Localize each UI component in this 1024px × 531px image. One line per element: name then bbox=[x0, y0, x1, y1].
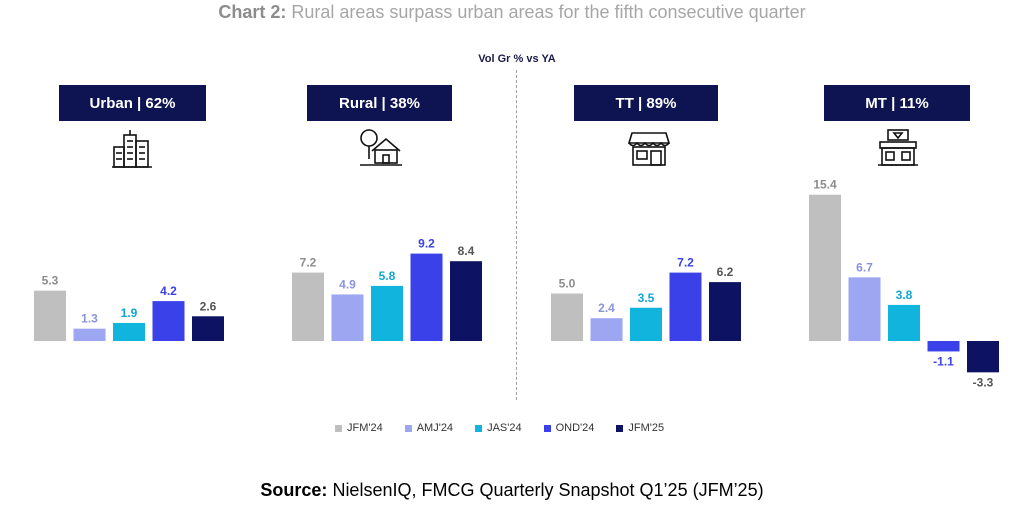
bar-3-3 bbox=[927, 341, 960, 352]
legend-item-ond24: OND'24 bbox=[543, 422, 594, 434]
bar-0-1 bbox=[73, 328, 106, 341]
data-label-0-2: 1.9 bbox=[121, 306, 138, 320]
panel-label-rural: Rural | 38% bbox=[307, 85, 452, 121]
legend-swatch bbox=[475, 424, 483, 432]
bar-3-0 bbox=[809, 194, 841, 341]
panel-label-urban: Urban | 62% bbox=[59, 85, 206, 121]
data-label-2-0: 5.0 bbox=[559, 277, 576, 291]
data-label-3-0: 15.4 bbox=[813, 178, 837, 192]
data-label-2-3: 7.2 bbox=[677, 256, 694, 270]
bar-2-0 bbox=[551, 293, 583, 341]
panel-divider bbox=[516, 70, 517, 400]
traditional-store-icon bbox=[627, 132, 671, 166]
bar-0-0 bbox=[34, 290, 66, 341]
rural-house-tree-icon bbox=[360, 129, 402, 166]
legend-swatch bbox=[543, 424, 551, 432]
legend-item-jas24: JAS'24 bbox=[475, 422, 522, 434]
panel-label-tt: TT | 89% bbox=[574, 85, 718, 121]
legend-item-jfm25: JFM'25 bbox=[616, 422, 664, 434]
bar-2-4 bbox=[709, 282, 741, 341]
data-label-1-1: 4.9 bbox=[339, 277, 356, 291]
data-label-2-2: 3.5 bbox=[638, 291, 655, 305]
bar-1-1 bbox=[331, 294, 364, 341]
bar-0-4 bbox=[192, 316, 224, 341]
panel-label-mt: MT | 11% bbox=[824, 85, 970, 121]
bar-1-2 bbox=[371, 285, 403, 341]
data-label-2-1: 2.4 bbox=[598, 301, 615, 315]
bar-0-2 bbox=[113, 322, 145, 341]
bar-3-2 bbox=[888, 304, 920, 341]
bar-0-3 bbox=[152, 301, 185, 341]
chart-title: Chart 2: Rural areas surpass urban areas… bbox=[218, 2, 806, 22]
data-label-3-2: 3.8 bbox=[896, 288, 913, 302]
bar-3-1 bbox=[848, 277, 881, 341]
data-label-0-1: 1.3 bbox=[81, 312, 98, 326]
data-label-0-4: 2.6 bbox=[200, 299, 217, 313]
legend-swatch bbox=[616, 424, 624, 432]
source-note: Source: NielsenIQ, FMCG Quarterly Snapsh… bbox=[260, 480, 764, 500]
data-label-1-4: 8.4 bbox=[458, 244, 475, 258]
data-label-0-3: 4.2 bbox=[160, 284, 177, 298]
legend-item-jfm24: JFM'24 bbox=[335, 422, 383, 434]
data-label-1-3: 9.2 bbox=[418, 237, 435, 251]
bar-1-4 bbox=[450, 261, 482, 341]
bar-2-1 bbox=[590, 318, 623, 341]
city-buildings-icon bbox=[112, 130, 152, 168]
data-label-0-0: 5.3 bbox=[42, 274, 59, 288]
data-label-1-2: 5.8 bbox=[379, 269, 396, 283]
legend-swatch bbox=[404, 424, 412, 432]
data-label-1-0: 7.2 bbox=[300, 256, 317, 270]
bar-1-0 bbox=[292, 272, 324, 341]
modern-store-icon bbox=[878, 129, 918, 166]
data-label-3-4: -3.3 bbox=[973, 375, 994, 389]
data-label-2-4: 6.2 bbox=[717, 265, 734, 279]
bar-3-4 bbox=[967, 341, 999, 373]
bar-1-3 bbox=[410, 253, 443, 341]
chart-legend: JFM'24 AMJ'24 JAS'24 OND'24 JFM'25 bbox=[335, 422, 686, 434]
chart-subtitle: Vol Gr % vs YA bbox=[478, 53, 556, 65]
legend-item-amj24: AMJ'24 bbox=[404, 422, 453, 434]
data-label-3-3: -1.1 bbox=[933, 354, 954, 368]
bar-2-2 bbox=[630, 307, 662, 341]
data-label-3-1: 6.7 bbox=[856, 260, 873, 274]
bar-2-3 bbox=[669, 272, 702, 341]
legend-swatch bbox=[335, 424, 342, 432]
